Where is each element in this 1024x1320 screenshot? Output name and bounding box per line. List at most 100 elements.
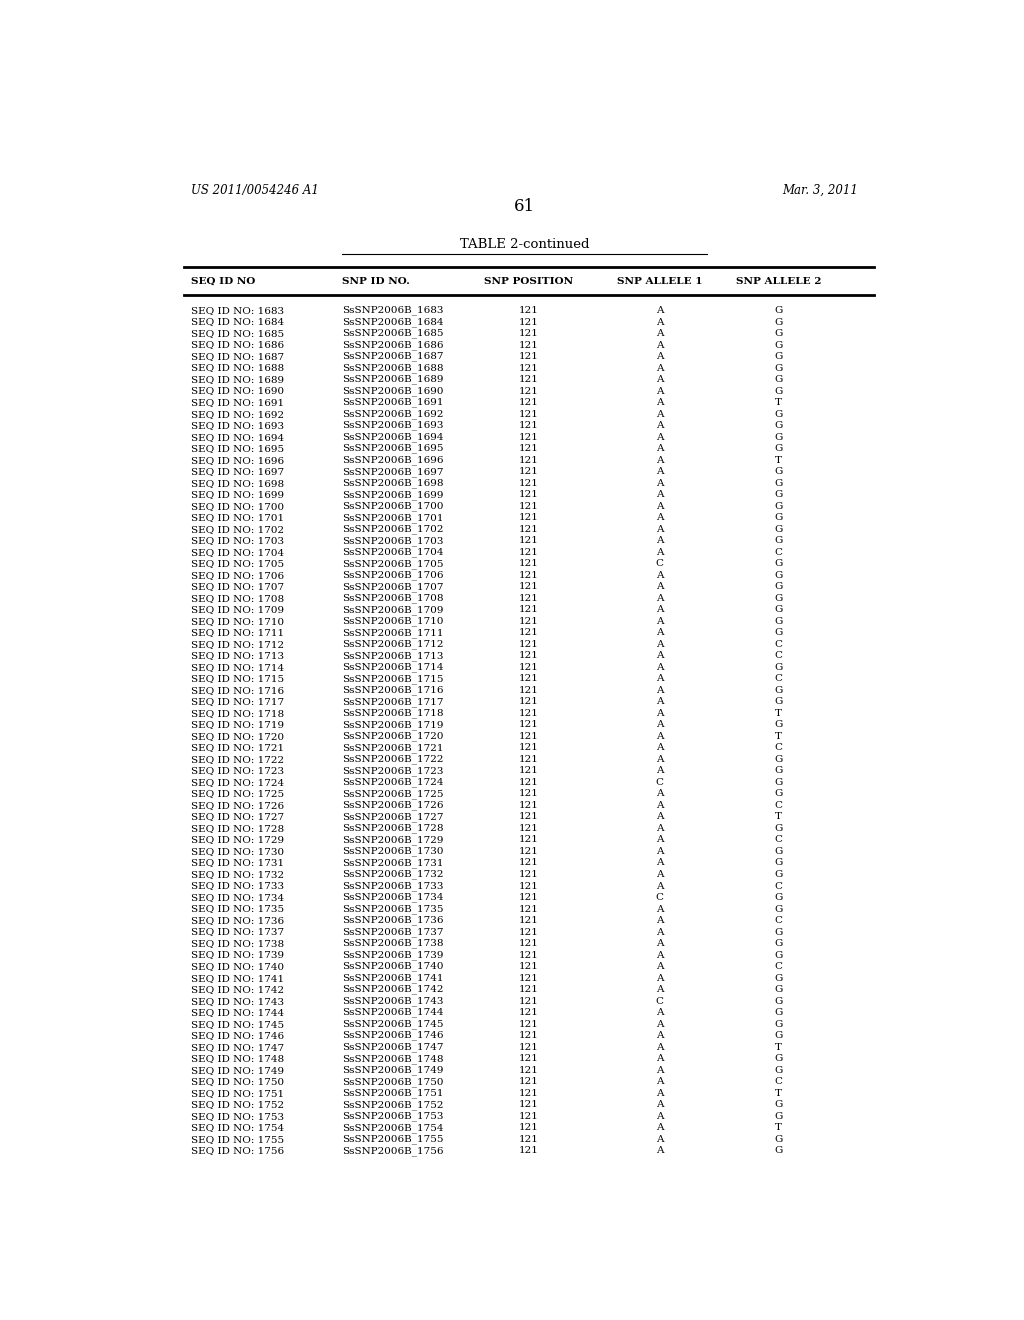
Text: C: C <box>775 651 782 660</box>
Text: C: C <box>775 640 782 649</box>
Text: G: G <box>774 686 783 694</box>
Text: A: A <box>656 318 664 326</box>
Text: SsSNP2006B_1751: SsSNP2006B_1751 <box>342 1089 443 1098</box>
Text: A: A <box>656 582 664 591</box>
Text: SsSNP2006B_1726: SsSNP2006B_1726 <box>342 801 443 810</box>
Text: A: A <box>656 731 664 741</box>
Text: T: T <box>775 1123 782 1133</box>
Text: 61: 61 <box>514 198 536 215</box>
Text: G: G <box>774 570 783 579</box>
Text: A: A <box>656 455 664 465</box>
Text: 121: 121 <box>519 421 539 430</box>
Text: SEQ ID NO: 1701: SEQ ID NO: 1701 <box>191 513 285 523</box>
Text: A: A <box>656 755 664 764</box>
Text: T: T <box>775 455 782 465</box>
Text: C: C <box>775 675 782 684</box>
Text: A: A <box>656 570 664 579</box>
Text: SsSNP2006B_1705: SsSNP2006B_1705 <box>342 558 443 569</box>
Text: G: G <box>774 789 783 799</box>
Text: SsSNP2006B_1735: SsSNP2006B_1735 <box>342 904 443 913</box>
Text: T: T <box>775 399 782 407</box>
Text: A: A <box>656 697 664 706</box>
Text: SEQ ID NO: 1689: SEQ ID NO: 1689 <box>191 375 285 384</box>
Text: SsSNP2006B_1699: SsSNP2006B_1699 <box>342 490 443 499</box>
Text: A: A <box>656 847 664 855</box>
Text: SEQ ID NO: 1712: SEQ ID NO: 1712 <box>191 640 285 649</box>
Text: SsSNP2006B_1744: SsSNP2006B_1744 <box>342 1007 443 1018</box>
Text: A: A <box>656 387 664 396</box>
Text: 121: 121 <box>519 433 539 442</box>
Text: G: G <box>774 721 783 730</box>
Text: SEQ ID NO: 1725: SEQ ID NO: 1725 <box>191 789 285 799</box>
Text: A: A <box>656 789 664 799</box>
Text: SsSNP2006B_1745: SsSNP2006B_1745 <box>342 1019 443 1030</box>
Text: 121: 121 <box>519 352 539 362</box>
Text: 121: 121 <box>519 606 539 614</box>
Text: SsSNP2006B_1689: SsSNP2006B_1689 <box>342 375 443 384</box>
Text: 121: 121 <box>519 1019 539 1028</box>
Text: SsSNP2006B_1723: SsSNP2006B_1723 <box>342 766 443 776</box>
Text: SEQ ID NO: 1745: SEQ ID NO: 1745 <box>191 1019 285 1028</box>
Text: SEQ ID NO: 1743: SEQ ID NO: 1743 <box>191 997 285 1006</box>
Text: G: G <box>774 525 783 533</box>
Text: SsSNP2006B_1695: SsSNP2006B_1695 <box>342 444 443 454</box>
Text: A: A <box>656 467 664 477</box>
Text: SsSNP2006B_1734: SsSNP2006B_1734 <box>342 892 443 903</box>
Text: C: C <box>775 548 782 557</box>
Text: 121: 121 <box>519 536 539 545</box>
Text: G: G <box>774 755 783 764</box>
Text: SEQ ID NO: 1755: SEQ ID NO: 1755 <box>191 1135 285 1143</box>
Text: T: T <box>775 731 782 741</box>
Text: 121: 121 <box>519 1135 539 1143</box>
Text: SsSNP2006B_1724: SsSNP2006B_1724 <box>342 777 443 787</box>
Text: A: A <box>656 502 664 511</box>
Text: SEQ ID NO: 1744: SEQ ID NO: 1744 <box>191 1008 285 1018</box>
Text: 121: 121 <box>519 824 539 833</box>
Text: 121: 121 <box>519 904 539 913</box>
Text: SEQ ID NO: 1733: SEQ ID NO: 1733 <box>191 882 285 891</box>
Text: C: C <box>655 997 664 1006</box>
Text: SsSNP2006B_1740: SsSNP2006B_1740 <box>342 962 443 972</box>
Text: SEQ ID NO: 1754: SEQ ID NO: 1754 <box>191 1123 285 1133</box>
Text: 121: 121 <box>519 582 539 591</box>
Text: SsSNP2006B_1711: SsSNP2006B_1711 <box>342 628 443 638</box>
Text: A: A <box>656 651 664 660</box>
Text: SEQ ID NO: 1705: SEQ ID NO: 1705 <box>191 560 285 568</box>
Text: 121: 121 <box>519 974 539 982</box>
Text: SEQ ID NO: 1718: SEQ ID NO: 1718 <box>191 709 285 718</box>
Text: 121: 121 <box>519 997 539 1006</box>
Text: SEQ ID NO: 1746: SEQ ID NO: 1746 <box>191 1031 285 1040</box>
Text: SEQ ID NO: 1694: SEQ ID NO: 1694 <box>191 433 285 442</box>
Text: SsSNP2006B_1752: SsSNP2006B_1752 <box>342 1100 443 1110</box>
Text: SsSNP2006B_1756: SsSNP2006B_1756 <box>342 1146 443 1155</box>
Text: A: A <box>656 928 664 937</box>
Text: 121: 121 <box>519 950 539 960</box>
Text: SsSNP2006B_1716: SsSNP2006B_1716 <box>342 685 443 696</box>
Text: A: A <box>656 513 664 523</box>
Text: A: A <box>656 858 664 867</box>
Text: SEQ ID NO: 1698: SEQ ID NO: 1698 <box>191 479 285 487</box>
Text: A: A <box>656 375 664 384</box>
Text: SEQ ID NO: 1702: SEQ ID NO: 1702 <box>191 525 285 533</box>
Text: 121: 121 <box>519 755 539 764</box>
Text: SNP ID NO.: SNP ID NO. <box>342 277 411 286</box>
Text: SsSNP2006B_1701: SsSNP2006B_1701 <box>342 513 443 523</box>
Text: Mar. 3, 2011: Mar. 3, 2011 <box>782 183 858 197</box>
Text: 121: 121 <box>519 801 539 810</box>
Text: 121: 121 <box>519 363 539 372</box>
Text: SsSNP2006B_1737: SsSNP2006B_1737 <box>342 927 443 937</box>
Text: SNP ALLELE 1: SNP ALLELE 1 <box>617 277 702 286</box>
Text: SEQ ID NO: 1692: SEQ ID NO: 1692 <box>191 409 285 418</box>
Text: SsSNP2006B_1700: SsSNP2006B_1700 <box>342 502 443 511</box>
Text: SsSNP2006B_1720: SsSNP2006B_1720 <box>342 731 443 742</box>
Text: 121: 121 <box>519 387 539 396</box>
Text: A: A <box>656 675 664 684</box>
Text: SsSNP2006B_1733: SsSNP2006B_1733 <box>342 882 443 891</box>
Text: G: G <box>774 329 783 338</box>
Text: TABLE 2-continued: TABLE 2-continued <box>460 238 590 251</box>
Text: SsSNP2006B_1746: SsSNP2006B_1746 <box>342 1031 443 1040</box>
Text: SEQ ID NO: 1697: SEQ ID NO: 1697 <box>191 467 285 477</box>
Text: G: G <box>774 847 783 855</box>
Text: SsSNP2006B_1750: SsSNP2006B_1750 <box>342 1077 443 1086</box>
Text: SEQ ID NO: 1731: SEQ ID NO: 1731 <box>191 858 285 867</box>
